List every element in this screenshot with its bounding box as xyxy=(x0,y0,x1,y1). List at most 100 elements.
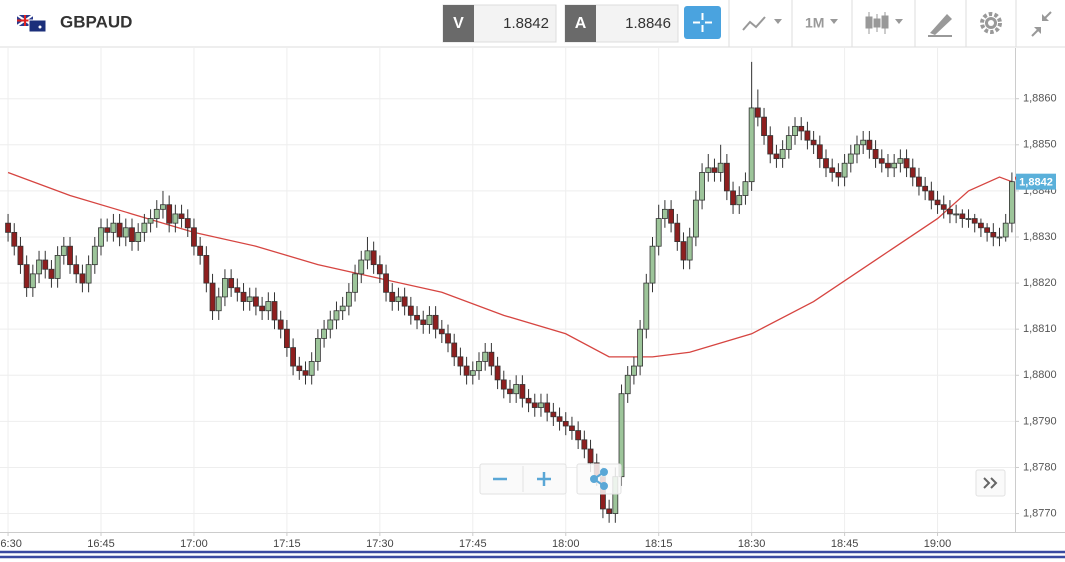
candle-body xyxy=(203,255,210,284)
candle-body xyxy=(897,158,904,164)
candle-body xyxy=(395,296,402,302)
share-button[interactable] xyxy=(576,463,622,495)
candle-body xyxy=(79,273,86,284)
candle-body xyxy=(736,195,743,206)
candle-body xyxy=(321,328,327,339)
candle-body xyxy=(556,416,563,422)
candle-body xyxy=(110,222,117,233)
candle-body xyxy=(754,107,761,118)
candle-body xyxy=(761,116,767,136)
candle-body xyxy=(798,125,805,132)
candle-body xyxy=(767,135,774,155)
candle-body xyxy=(234,287,241,293)
candle-body xyxy=(85,264,92,284)
candle-body xyxy=(141,222,148,233)
x-tick-label: 17:15 xyxy=(273,538,301,550)
candle-body xyxy=(246,296,253,302)
candle-body xyxy=(314,337,321,362)
timeframe-button[interactable]: 1M xyxy=(805,15,838,31)
separators xyxy=(728,0,1017,47)
candle-body xyxy=(308,361,315,376)
candle-body xyxy=(463,365,470,376)
y-tick-label: 1,8860 xyxy=(1023,93,1057,105)
candle-body xyxy=(389,291,396,302)
candle-body xyxy=(680,241,687,261)
candle-body xyxy=(277,319,284,330)
candle-body xyxy=(339,305,346,312)
candle-body xyxy=(284,328,290,349)
candle-body xyxy=(259,305,266,312)
moving-average-layer xyxy=(7,171,1013,358)
candle-body xyxy=(60,245,67,256)
candle-body xyxy=(965,218,972,220)
x-tick-label: 16:45 xyxy=(87,538,115,550)
candle-body xyxy=(928,190,935,201)
x-tick-label: 18:30 xyxy=(738,538,766,550)
share-icon xyxy=(590,468,608,490)
candle-body xyxy=(290,347,296,367)
candle-body xyxy=(996,236,1003,239)
candle-body xyxy=(42,259,49,270)
y-tick-label: 1,8850 xyxy=(1023,139,1057,151)
candle-body xyxy=(643,282,650,330)
candle-body xyxy=(978,222,984,229)
candle-body xyxy=(581,439,588,450)
candle-body xyxy=(990,231,997,238)
candle-body xyxy=(637,328,644,367)
sell-label-bg xyxy=(443,5,474,42)
candle-body xyxy=(909,167,916,178)
candle-body xyxy=(916,176,922,187)
candle-body xyxy=(438,328,445,335)
candle-body xyxy=(376,264,383,275)
candles xyxy=(5,61,1015,523)
candle-body xyxy=(631,365,637,376)
candle-body xyxy=(370,250,377,266)
candle-body xyxy=(779,149,786,160)
candle-body xyxy=(891,162,898,169)
flag-icon xyxy=(16,14,47,33)
x-tick-label: 19:00 xyxy=(924,538,952,550)
draw-button[interactable] xyxy=(928,14,952,37)
candle-body xyxy=(947,208,953,215)
crosshair-button[interactable] xyxy=(684,6,721,39)
candle-body xyxy=(333,310,340,321)
y-tick-label: 1,8800 xyxy=(1023,369,1057,381)
candle-body xyxy=(296,365,303,372)
candle-type-button[interactable] xyxy=(865,12,903,34)
sell-label: V xyxy=(453,15,464,32)
candle-body xyxy=(147,218,154,224)
candle-body xyxy=(11,231,18,247)
scroll-end-button[interactable] xyxy=(975,469,1006,497)
candle-body xyxy=(73,264,80,275)
candle-body xyxy=(661,208,668,219)
candle-body xyxy=(885,162,891,169)
zoom-in-button[interactable] xyxy=(537,472,551,486)
collapse-button[interactable] xyxy=(1031,11,1052,37)
candle-body xyxy=(352,273,358,293)
timeframe: 1M xyxy=(805,15,824,31)
candle-body xyxy=(940,204,947,210)
candle-body xyxy=(420,319,427,325)
settings-button[interactable] xyxy=(980,12,1002,34)
candle-body xyxy=(711,167,718,173)
candle-body xyxy=(153,208,160,219)
chart-type-button[interactable] xyxy=(742,16,782,31)
candle-body xyxy=(451,342,458,358)
candle-body xyxy=(959,213,966,219)
candle-body xyxy=(91,245,98,266)
candle-body xyxy=(705,167,712,173)
y-tick-label: 1,8770 xyxy=(1023,507,1057,519)
candle-body xyxy=(587,448,594,464)
x-tick-label: 17:30 xyxy=(366,538,394,550)
candle-body xyxy=(785,135,792,150)
candle-body xyxy=(48,268,55,279)
candle-body xyxy=(488,351,495,367)
x-tick-label: 17:00 xyxy=(180,538,208,550)
candle-body xyxy=(624,374,631,395)
header: GBPAUD V 1.8842 A 1.8846 1M xyxy=(0,0,1065,48)
candle-body xyxy=(222,278,228,298)
candle-body xyxy=(240,291,247,302)
candle-body xyxy=(550,411,557,418)
